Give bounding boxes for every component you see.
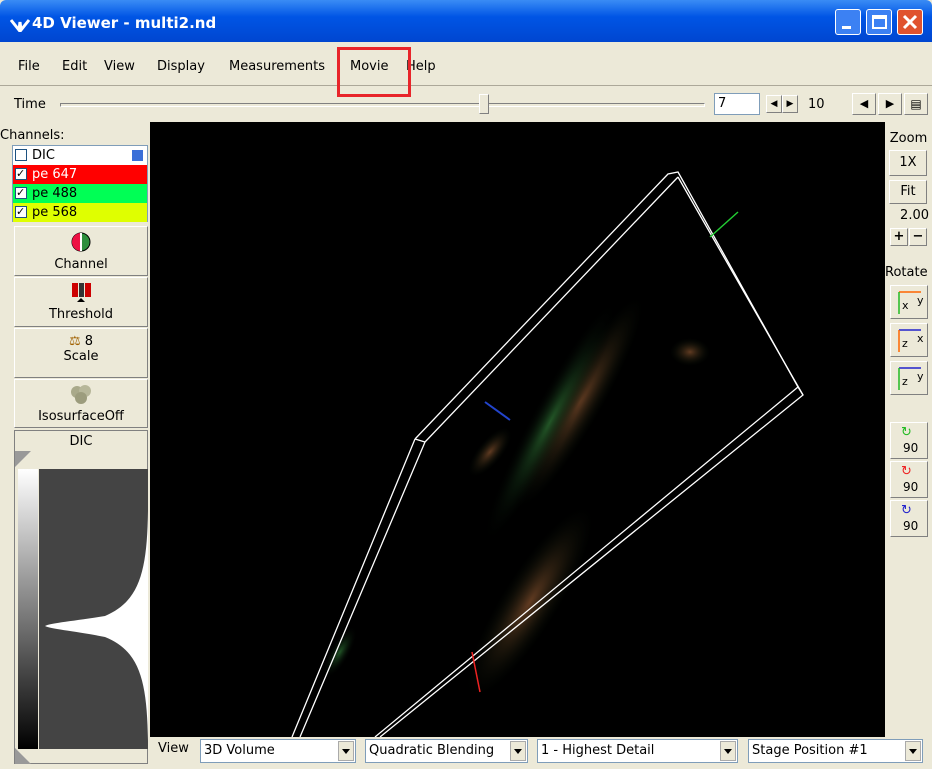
axis-letter: z <box>902 337 908 350</box>
channel-row[interactable]: ✓ pe 488 <box>13 184 147 203</box>
minimize-button[interactable] <box>835 9 861 35</box>
3d-viewport <box>150 122 885 737</box>
channel-row[interactable]: ✓ pe 568 <box>13 203 147 222</box>
rotate-icon: ↻ <box>901 503 912 518</box>
menu-item[interactable]: File <box>18 59 40 74</box>
histogram-panel: DIC <box>14 430 148 764</box>
button-label: IsosurfaceOff <box>38 409 124 424</box>
channel-row[interactable]: DIC <box>13 146 147 165</box>
channel-name: pe 647 <box>32 167 78 182</box>
step-back[interactable]: ◀ <box>766 95 782 113</box>
turn-label: 90 <box>903 480 919 494</box>
time-bar: Time 7 ◀ ▶ 10 ◀ ▶ ▤ <box>0 88 932 120</box>
select-value: 1 - Highest Detail <box>541 743 655 758</box>
stage-select[interactable]: Stage Position #1 <box>748 739 923 763</box>
rotate-90-button[interactable]: ↻ 90 <box>890 422 928 459</box>
axis-letter: z <box>902 375 908 388</box>
detail-select[interactable]: 1 - Highest Detail <box>537 739 738 763</box>
turn-label: 90 <box>903 441 919 455</box>
play-back[interactable]: ◀ <box>852 93 876 115</box>
isosurface-button[interactable]: IsosurfaceOff <box>14 379 148 428</box>
highlight-box <box>337 47 411 97</box>
play-forward[interactable]: ▶ <box>878 93 902 115</box>
step-forward[interactable]: ▶ <box>782 95 798 113</box>
app-icon <box>10 19 30 32</box>
time-slider[interactable] <box>60 103 705 107</box>
select-value: Stage Position #1 <box>752 743 868 758</box>
time-label: Time <box>14 97 46 112</box>
zoom-fit-button[interactable]: Fit <box>889 180 927 204</box>
menu-item[interactable]: Display <box>157 59 205 74</box>
view-select[interactable]: 3D Volume <box>200 739 356 763</box>
maximize-button[interactable] <box>866 9 892 35</box>
view-label: View <box>158 741 189 756</box>
channels-label: Channels: <box>0 128 65 143</box>
zoom-label: Zoom <box>889 131 928 146</box>
time-max: 10 <box>808 97 825 112</box>
channel-row[interactable]: ✓ pe 647 <box>13 165 147 184</box>
right-toolbar: Zoom 1X Fit 2.00 + − Rotate x y z x z y ↻ 90 ↻ 90… <box>885 122 932 737</box>
zoom-in-button[interactable]: + <box>890 228 908 246</box>
rotate-icon: ↻ <box>901 425 912 440</box>
menu-item[interactable]: Edit <box>62 59 88 74</box>
window-title: 4D Viewer - multi2.nd <box>32 14 217 32</box>
channel-name: pe 568 <box>32 205 78 220</box>
menu-item[interactable]: View <box>104 59 135 74</box>
rotate-icon: ↻ <box>901 464 912 479</box>
button-label: Channel <box>54 257 108 272</box>
menu-bar: File Edit View Display Measurements Movi… <box>0 42 932 97</box>
threshold-button[interactable]: Threshold <box>14 277 148 327</box>
scale-button[interactable]: ⚖ 8 Scale <box>14 328 148 378</box>
histogram <box>15 451 148 764</box>
scale-value: 8 <box>84 334 94 349</box>
view-bar: View 3D Volume Quadratic Blending 1 - Hi… <box>150 737 932 769</box>
select-value: 3D Volume <box>204 743 275 758</box>
channel-name: DIC <box>32 148 55 163</box>
button-label: Scale <box>63 349 99 364</box>
axis-letter: y <box>917 370 924 383</box>
button-label: Threshold <box>48 307 114 322</box>
menu-item[interactable]: Help <box>406 59 436 74</box>
zoom-value: 2.00 <box>900 208 929 223</box>
movie-options[interactable]: ▤ <box>904 93 928 115</box>
channel-button[interactable]: Channel <box>14 226 148 276</box>
menu-item[interactable]: Movie <box>350 59 389 74</box>
channel-name: pe 488 <box>32 186 78 201</box>
slider-thumb[interactable] <box>479 94 489 114</box>
select-value: Quadratic Blending <box>369 743 495 758</box>
channel-list: DIC ✓ pe 647 ✓ pe 488 ✓ pe 568 <box>12 145 148 222</box>
time-field[interactable]: 7 <box>714 93 760 115</box>
rotate-90-button[interactable]: ↻ 90 <box>890 500 928 537</box>
axis-letter: x <box>917 332 924 345</box>
zoom-1x-button[interactable]: 1X <box>889 150 927 176</box>
rotate-label: Rotate <box>885 265 928 280</box>
close-button[interactable] <box>897 9 923 35</box>
histogram-label: DIC <box>69 434 93 449</box>
turn-label: 90 <box>903 519 919 533</box>
zoom-out-button[interactable]: − <box>909 228 927 246</box>
blending-select[interactable]: Quadratic Blending <box>365 739 528 763</box>
title-bar: 4D Viewer - multi2.nd <box>0 0 932 42</box>
menu-item[interactable]: Measurements <box>229 59 326 74</box>
rotate-90-button[interactable]: ↻ 90 <box>890 461 928 498</box>
axis-letter: y <box>917 294 924 307</box>
axis-letter: x <box>902 299 909 312</box>
